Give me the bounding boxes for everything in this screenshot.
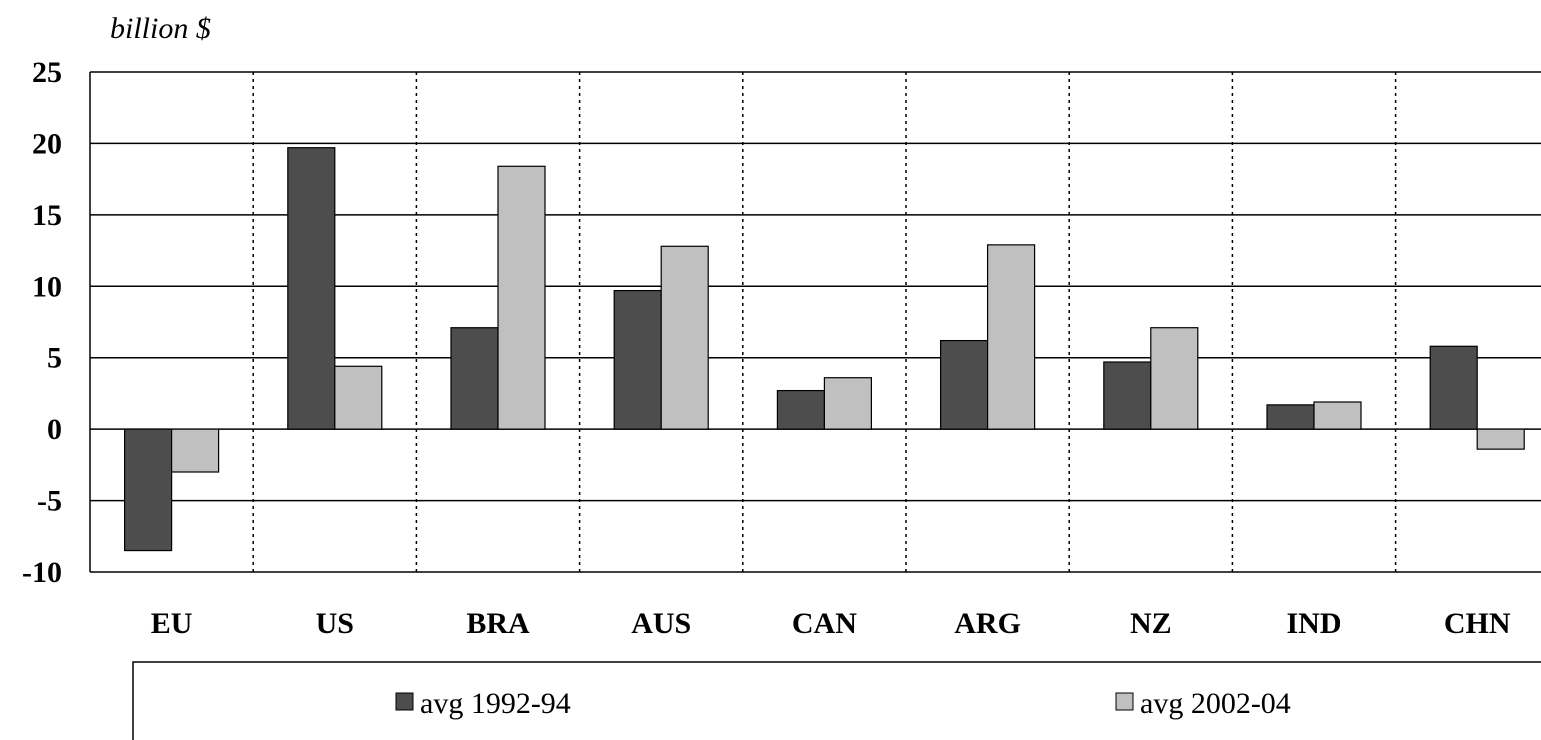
bar-arg-series-2 [986, 244, 1036, 430]
y-tick-label: 0 [47, 413, 62, 446]
y-tick-label: 5 [47, 342, 62, 375]
legend-label-avg-2002-04: avg 2002-04 [1140, 687, 1291, 720]
legend-swatch-avg-2002-04 [1115, 692, 1134, 711]
bar-can-series-2 [823, 377, 873, 430]
bar-ind-series-1 [1266, 404, 1315, 430]
y-tick-label: 15 [32, 199, 62, 232]
bar-arg-series-1 [939, 339, 989, 430]
bar-us-series-1 [287, 147, 336, 430]
category-label-aus: AUS [631, 607, 691, 640]
y-tick-label: 10 [32, 270, 62, 303]
category-label-can: CAN [792, 607, 857, 640]
category-labels: EU US BRA AUS CAN ARG NZ IND CHN [151, 607, 1511, 640]
bar-nz-series-2 [1150, 327, 1199, 430]
legend-label-avg-1992-94: avg 1992-94 [420, 687, 571, 720]
y-tick-label: -5 [37, 485, 62, 518]
y-tick-label: -10 [22, 556, 62, 589]
legend-swatch-avg-1992-94 [395, 692, 414, 711]
bar-aus-series-1 [613, 289, 662, 430]
bar-eu-series-2 [171, 428, 220, 473]
bar-aus-series-2 [660, 245, 709, 430]
y-tick-label: 25 [32, 56, 62, 89]
legend: avg 1992-94 avg 2002-04 [132, 661, 1541, 740]
bars [123, 147, 1525, 552]
bar-bra-series-2 [497, 165, 546, 430]
bar-nz-series-1 [1103, 361, 1152, 430]
y-tick-labels: 25 20 15 10 5 0 -5 -10 [22, 56, 62, 589]
category-label-chn: CHN [1444, 607, 1511, 640]
bar-bra-series-1 [450, 327, 499, 430]
bar-ind-series-2 [1313, 401, 1362, 430]
category-label-arg: ARG [954, 607, 1021, 640]
category-label-ind: IND [1286, 607, 1341, 640]
category-label-bra: BRA [466, 607, 530, 640]
y-axis-label: billion $ [110, 12, 211, 45]
bar-can-series-1 [776, 389, 826, 430]
bar-eu-series-1 [123, 428, 173, 552]
bar-chn-series-1 [1429, 345, 1478, 430]
legend-frame [132, 661, 1541, 740]
category-label-us: US [316, 607, 354, 640]
category-label-nz: NZ [1130, 607, 1172, 640]
bar-chn-series-2 [1476, 428, 1525, 450]
category-label-eu: EU [151, 607, 193, 640]
y-tick-label: 20 [32, 127, 62, 160]
bar-us-series-2 [334, 365, 383, 430]
